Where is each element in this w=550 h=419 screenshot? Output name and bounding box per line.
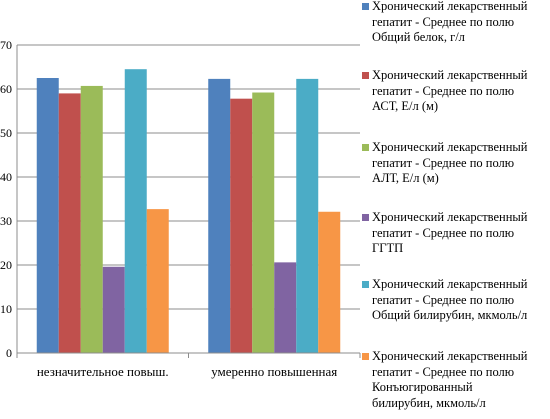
y-tick-label: 20 <box>0 258 12 272</box>
y-tick-label: 60 <box>0 82 12 96</box>
bar <box>146 209 169 353</box>
y-tick-label: 70 <box>0 38 12 52</box>
bar <box>274 262 297 353</box>
bar <box>102 266 125 353</box>
legend-label: Хронический лекарственный гепатит - Сред… <box>372 277 528 322</box>
bar <box>296 78 319 353</box>
y-tick-label: 30 <box>0 214 12 228</box>
y-tick-label: 0 <box>6 346 12 360</box>
legend-label: Хронический лекарственный гепатит - Сред… <box>372 140 528 185</box>
y-tick-label: 40 <box>0 170 12 184</box>
bar <box>318 211 341 353</box>
y-tick-label: 50 <box>0 126 12 140</box>
legend-label: Хронический лекарственный гепатит - Сред… <box>372 68 528 113</box>
bar <box>252 92 275 354</box>
axes: 0 10 20 30 40 50 60 70 незначительное повыш. умер… <box>0 38 361 379</box>
bar <box>58 93 81 354</box>
legend-label: Хронический лекарственный гепатит - Сред… <box>372 349 528 410</box>
x-tick-label: умеренно повышенная <box>211 364 337 379</box>
legend-swatch <box>362 144 369 151</box>
bar <box>230 98 253 354</box>
legend-swatch <box>362 353 369 360</box>
bar <box>208 78 231 353</box>
bar-chart: 0 10 20 30 40 50 60 70 незначительное повыш. умер… <box>0 38 361 379</box>
bar <box>80 85 103 354</box>
legend-swatch <box>362 72 369 79</box>
legend-swatch <box>362 214 369 221</box>
bar <box>36 78 59 353</box>
bar <box>124 69 147 353</box>
bars <box>36 69 341 354</box>
x-tick-label: незначительное повыш. <box>37 364 169 379</box>
y-tick-label: 10 <box>0 302 12 316</box>
legend-label: Хронический лекарственный гепатит - Сред… <box>372 210 528 255</box>
legend-swatch <box>362 3 369 10</box>
legend-swatch <box>362 281 369 288</box>
legend-label: Хронический лекарственный гепатит - Сред… <box>372 0 528 44</box>
